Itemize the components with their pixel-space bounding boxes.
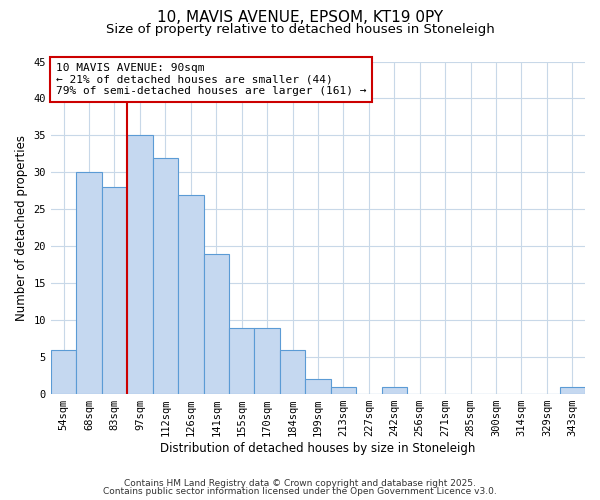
Text: Contains public sector information licensed under the Open Government Licence v3: Contains public sector information licen… [103, 487, 497, 496]
Bar [305, 380, 331, 394]
X-axis label: Distribution of detached houses by size in Stoneleigh: Distribution of detached houses by size … [160, 442, 476, 455]
Bar [203, 254, 229, 394]
Bar [382, 386, 407, 394]
Bar [178, 194, 203, 394]
Bar [102, 187, 127, 394]
Y-axis label: Number of detached properties: Number of detached properties [15, 135, 28, 321]
Bar [560, 386, 585, 394]
Bar [127, 136, 152, 394]
Bar [229, 328, 254, 394]
Text: Contains HM Land Registry data © Crown copyright and database right 2025.: Contains HM Land Registry data © Crown c… [124, 478, 476, 488]
Bar [51, 350, 76, 394]
Bar [254, 328, 280, 394]
Bar [152, 158, 178, 394]
Bar [280, 350, 305, 394]
Bar [331, 386, 356, 394]
Text: Size of property relative to detached houses in Stoneleigh: Size of property relative to detached ho… [106, 22, 494, 36]
Text: 10 MAVIS AVENUE: 90sqm
← 21% of detached houses are smaller (44)
79% of semi-det: 10 MAVIS AVENUE: 90sqm ← 21% of detached… [56, 63, 367, 96]
Bar [76, 172, 102, 394]
Text: 10, MAVIS AVENUE, EPSOM, KT19 0PY: 10, MAVIS AVENUE, EPSOM, KT19 0PY [157, 10, 443, 25]
